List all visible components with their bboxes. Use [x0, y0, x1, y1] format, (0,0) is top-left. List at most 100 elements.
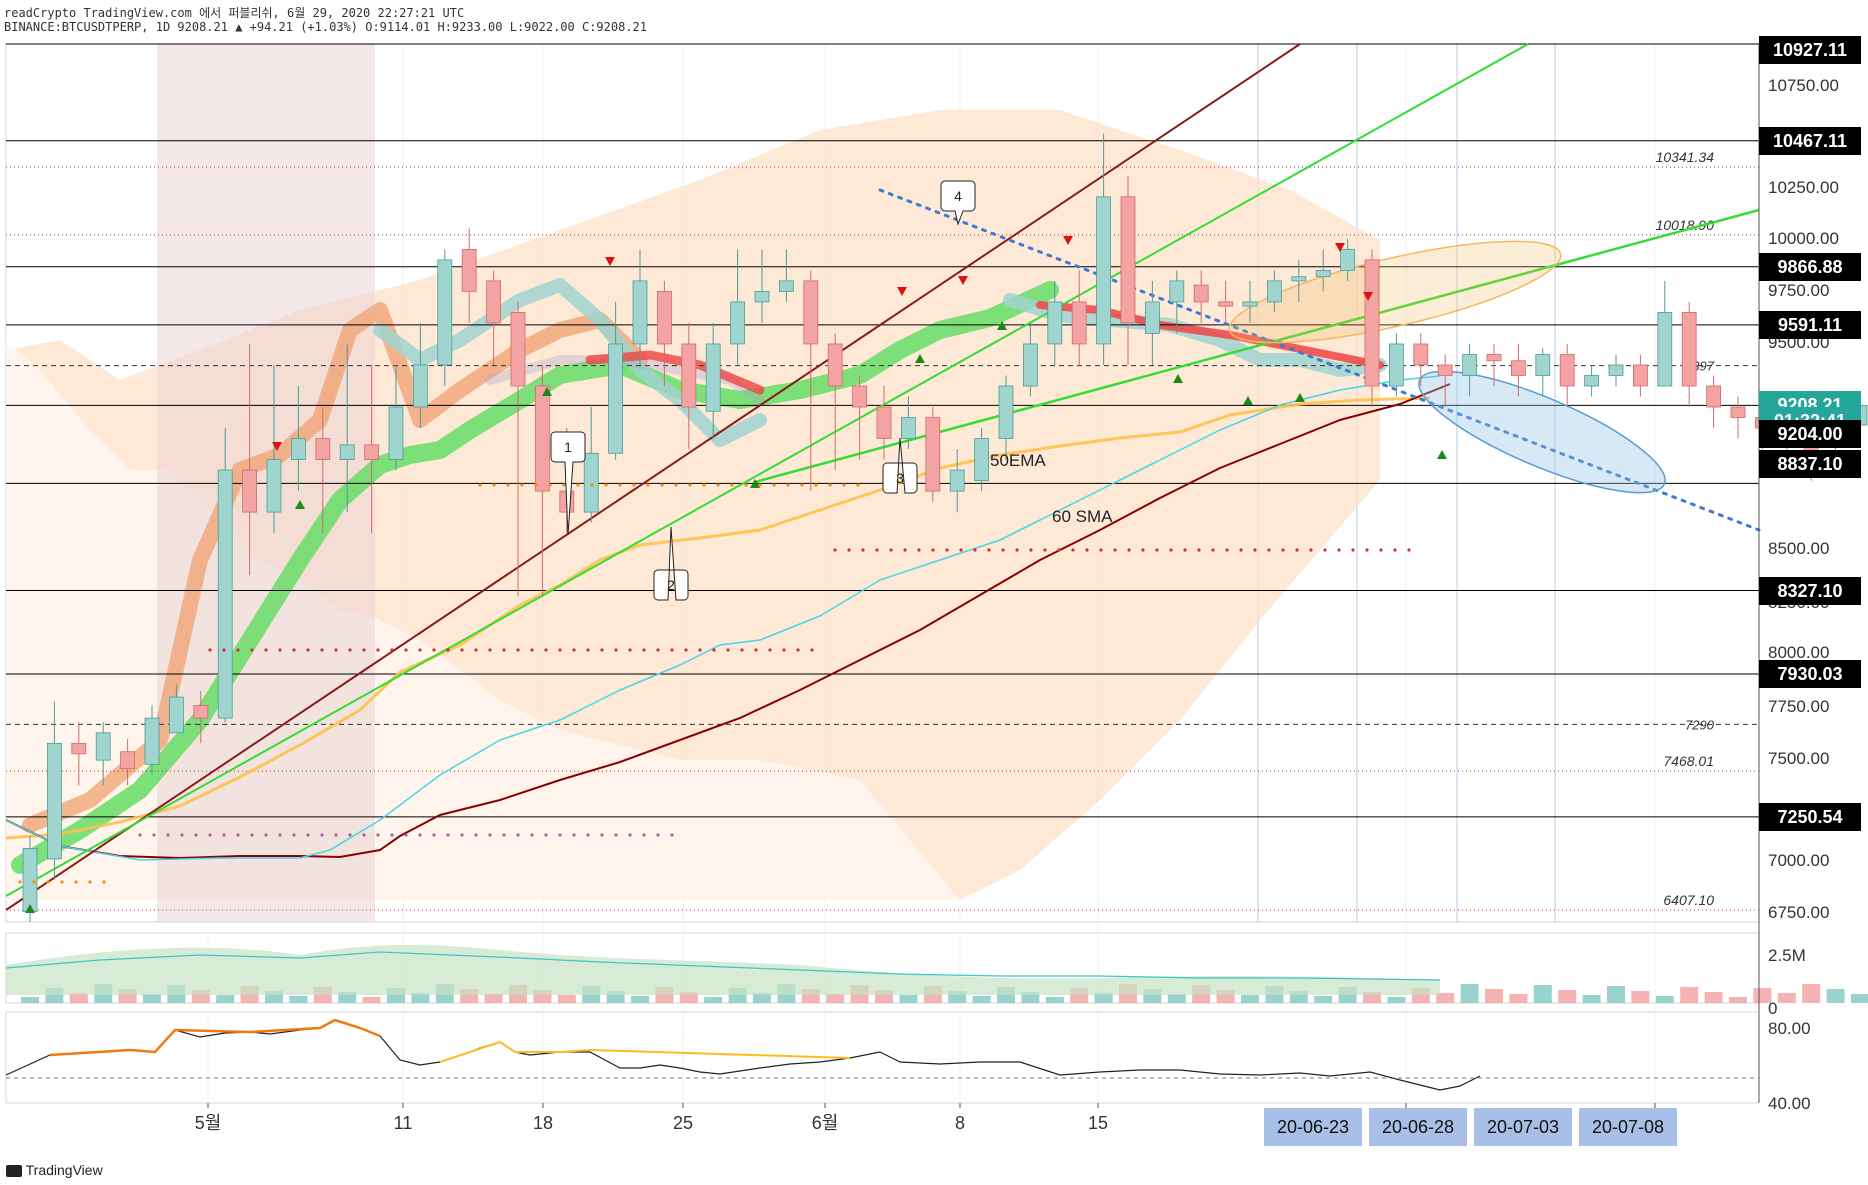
candle[interactable]: [1681, 301, 1697, 408]
candle[interactable]: [730, 249, 745, 365]
candle[interactable]: [1657, 280, 1673, 387]
candle-body: [437, 259, 453, 366]
signal-up-marker: [25, 904, 35, 913]
candle[interactable]: [803, 270, 819, 492]
dot-row: [548, 483, 552, 487]
candle[interactable]: [71, 722, 87, 786]
candle[interactable]: [583, 407, 599, 523]
candle[interactable]: [1437, 354, 1453, 408]
candle[interactable]: [486, 270, 502, 365]
dot-row: [562, 483, 566, 487]
candle[interactable]: [1340, 238, 1355, 281]
dot-row: [1043, 548, 1047, 552]
candle[interactable]: [949, 449, 965, 513]
candle[interactable]: [632, 249, 648, 365]
candle[interactable]: [388, 364, 404, 471]
volume-bar: [411, 993, 430, 1003]
candle[interactable]: [242, 343, 258, 576]
candle[interactable]: [901, 396, 916, 450]
candle[interactable]: [1291, 259, 1307, 302]
signal-up-marker: [1173, 374, 1183, 383]
candle[interactable]: [1535, 348, 1551, 397]
candle[interactable]: [1145, 280, 1160, 365]
candle[interactable]: [47, 701, 62, 880]
candle[interactable]: [510, 301, 526, 597]
candle[interactable]: [705, 322, 721, 439]
dot-row: [1015, 548, 1019, 552]
candle[interactable]: [657, 280, 672, 386]
signal-down-marker: [1063, 236, 1073, 245]
candle[interactable]: [1218, 280, 1233, 323]
label-60sma: 60 SMA: [1052, 507, 1113, 526]
candle[interactable]: [608, 301, 623, 460]
candle[interactable]: [95, 722, 111, 786]
candle[interactable]: [1096, 133, 1111, 365]
oscillator-tick: 80.00: [1768, 1019, 1811, 1038]
candle[interactable]: [1559, 343, 1575, 408]
candle[interactable]: [1633, 354, 1648, 397]
candle[interactable]: [1169, 270, 1185, 334]
candle[interactable]: [827, 333, 843, 471]
price-box: 9204.00: [1759, 420, 1861, 449]
candle[interactable]: [168, 684, 184, 734]
dot-row: [903, 548, 907, 552]
candle[interactable]: [1462, 343, 1477, 397]
candle[interactable]: [315, 407, 331, 534]
candle[interactable]: [461, 228, 477, 323]
candle[interactable]: [876, 385, 892, 460]
candle[interactable]: [1047, 280, 1063, 365]
candle[interactable]: [1413, 333, 1429, 386]
candle-body: [1340, 248, 1355, 271]
candle[interactable]: [339, 343, 355, 513]
candle[interactable]: [754, 249, 770, 323]
dot-row: [222, 648, 226, 652]
volume-bar: [1485, 989, 1503, 1003]
dot-row: [1183, 548, 1187, 552]
candle[interactable]: [217, 428, 233, 723]
candle[interactable]: [1511, 343, 1526, 397]
candle[interactable]: [1242, 280, 1258, 323]
callout-label: 2: [667, 577, 675, 593]
candle[interactable]: [1120, 175, 1136, 365]
dot-row: [628, 833, 632, 837]
candle[interactable]: [1608, 354, 1624, 386]
candle[interactable]: [779, 249, 794, 302]
candle[interactable]: [1071, 270, 1087, 365]
candle[interactable]: [1584, 364, 1599, 397]
candle[interactable]: [412, 322, 428, 429]
candle[interactable]: [193, 690, 209, 744]
candle[interactable]: [1267, 270, 1282, 313]
dot-row: [576, 483, 580, 487]
candle[interactable]: [437, 249, 453, 386]
candle[interactable]: [852, 375, 867, 460]
candle[interactable]: [1706, 375, 1721, 429]
volume-bar: [1582, 995, 1601, 1003]
candle[interactable]: [1486, 343, 1502, 386]
candle[interactable]: [974, 428, 989, 492]
candle[interactable]: [1315, 249, 1331, 292]
dot-row: [138, 833, 142, 837]
chart-header-ohlc: BINANCE:BTCUSDTPERP, 1D 9208.21 ▲ +94.21…: [4, 20, 647, 34]
candle[interactable]: [535, 364, 550, 597]
candle[interactable]: [1389, 333, 1404, 397]
candle[interactable]: [681, 322, 697, 450]
dot-row: [800, 483, 804, 487]
candle[interactable]: [1364, 249, 1380, 408]
candle[interactable]: [925, 407, 941, 502]
candle-body: [1242, 301, 1258, 307]
dot-row: [208, 833, 212, 837]
dot-row: [875, 548, 879, 552]
candle[interactable]: [144, 705, 160, 775]
dot-row: [744, 483, 748, 487]
candle[interactable]: [998, 375, 1014, 460]
candle[interactable]: [1730, 396, 1746, 439]
candle[interactable]: [1193, 270, 1209, 323]
candle[interactable]: [22, 835, 38, 922]
candle[interactable]: [290, 385, 306, 492]
candle[interactable]: [364, 364, 380, 534]
dot-row: [1001, 548, 1005, 552]
candle[interactable]: [266, 364, 282, 534]
candle[interactable]: [1023, 322, 1038, 397]
candle[interactable]: [120, 739, 135, 786]
